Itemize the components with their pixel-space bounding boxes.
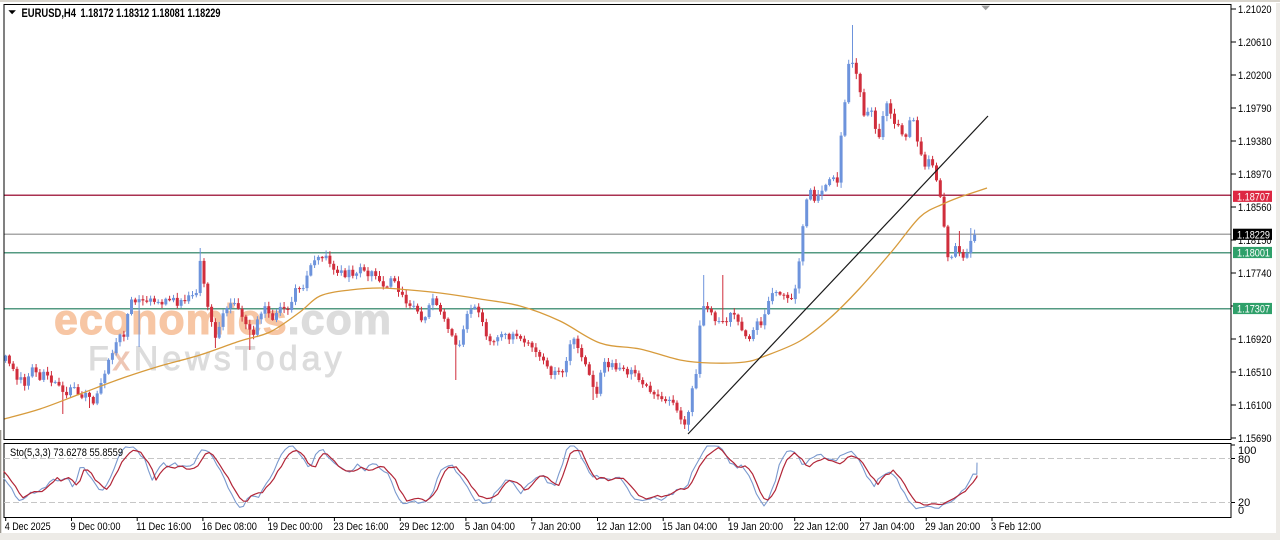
svg-text:1.20610: 1.20610 bbox=[1238, 37, 1272, 49]
svg-text:7 Jan 20:00: 7 Jan 20:00 bbox=[531, 521, 581, 533]
svg-text:4 Dec 2025: 4 Dec 2025 bbox=[5, 521, 51, 533]
svg-text:3 Feb 12:00: 3 Feb 12:00 bbox=[991, 521, 1041, 533]
svg-text:80: 80 bbox=[1238, 454, 1250, 466]
svg-text:EURUSD,H4: EURUSD,H4 bbox=[22, 8, 77, 20]
svg-text:20: 20 bbox=[1238, 497, 1250, 509]
svg-text:1.18172 1.18312 1.18081 1.1822: 1.18172 1.18312 1.18081 1.18229 bbox=[81, 8, 221, 20]
svg-text:1.18707: 1.18707 bbox=[1237, 191, 1270, 203]
svg-text:Sto(5,3,3) 73.6278 55.8559: Sto(5,3,3) 73.6278 55.8559 bbox=[10, 447, 123, 459]
svg-text:1.19380: 1.19380 bbox=[1238, 136, 1272, 148]
svg-text:15 Jan 04:00: 15 Jan 04:00 bbox=[662, 521, 717, 533]
svg-text:11 Dec 16:00: 11 Dec 16:00 bbox=[136, 521, 191, 533]
svg-text:1.18970: 1.18970 bbox=[1238, 169, 1272, 181]
svg-text:1.17307: 1.17307 bbox=[1237, 304, 1270, 316]
svg-text:1.21020: 1.21020 bbox=[1238, 4, 1272, 16]
svg-text:5 Jan 04:00: 5 Jan 04:00 bbox=[465, 521, 515, 533]
svg-text:9 Dec 00:00: 9 Dec 00:00 bbox=[71, 521, 121, 533]
svg-text:19 Dec 00:00: 19 Dec 00:00 bbox=[268, 521, 323, 533]
svg-text:1.15690: 1.15690 bbox=[1238, 433, 1272, 445]
svg-text:FxNewsToday: FxNewsToday bbox=[88, 340, 346, 378]
svg-text:19 Jan 20:00: 19 Jan 20:00 bbox=[728, 521, 783, 533]
svg-text:1.18560: 1.18560 bbox=[1238, 202, 1272, 214]
svg-text:29 Jan 20:00: 29 Jan 20:00 bbox=[925, 521, 980, 533]
svg-text:16 Dec 08:00: 16 Dec 08:00 bbox=[202, 521, 257, 533]
svg-text:1.19790: 1.19790 bbox=[1238, 103, 1272, 115]
svg-text:100: 100 bbox=[1238, 445, 1256, 457]
svg-text:1.20200: 1.20200 bbox=[1238, 70, 1272, 82]
svg-text:29 Dec 12:00: 29 Dec 12:00 bbox=[399, 521, 454, 533]
svg-text:1.16100: 1.16100 bbox=[1238, 400, 1272, 412]
svg-text:12 Jan 12:00: 12 Jan 12:00 bbox=[597, 521, 652, 533]
svg-text:1.18229: 1.18229 bbox=[1237, 229, 1270, 241]
svg-text:27 Jan 04:00: 27 Jan 04:00 bbox=[860, 521, 915, 533]
svg-text:0: 0 bbox=[1238, 505, 1244, 517]
svg-text:22 Jan 12:00: 22 Jan 12:00 bbox=[794, 521, 849, 533]
svg-text:23 Dec 16:00: 23 Dec 16:00 bbox=[333, 521, 388, 533]
svg-text:1.16510: 1.16510 bbox=[1238, 367, 1272, 379]
svg-text:1.18001: 1.18001 bbox=[1237, 248, 1270, 260]
svg-text:1.17740: 1.17740 bbox=[1238, 268, 1272, 280]
svg-text:1.16920: 1.16920 bbox=[1238, 334, 1272, 346]
